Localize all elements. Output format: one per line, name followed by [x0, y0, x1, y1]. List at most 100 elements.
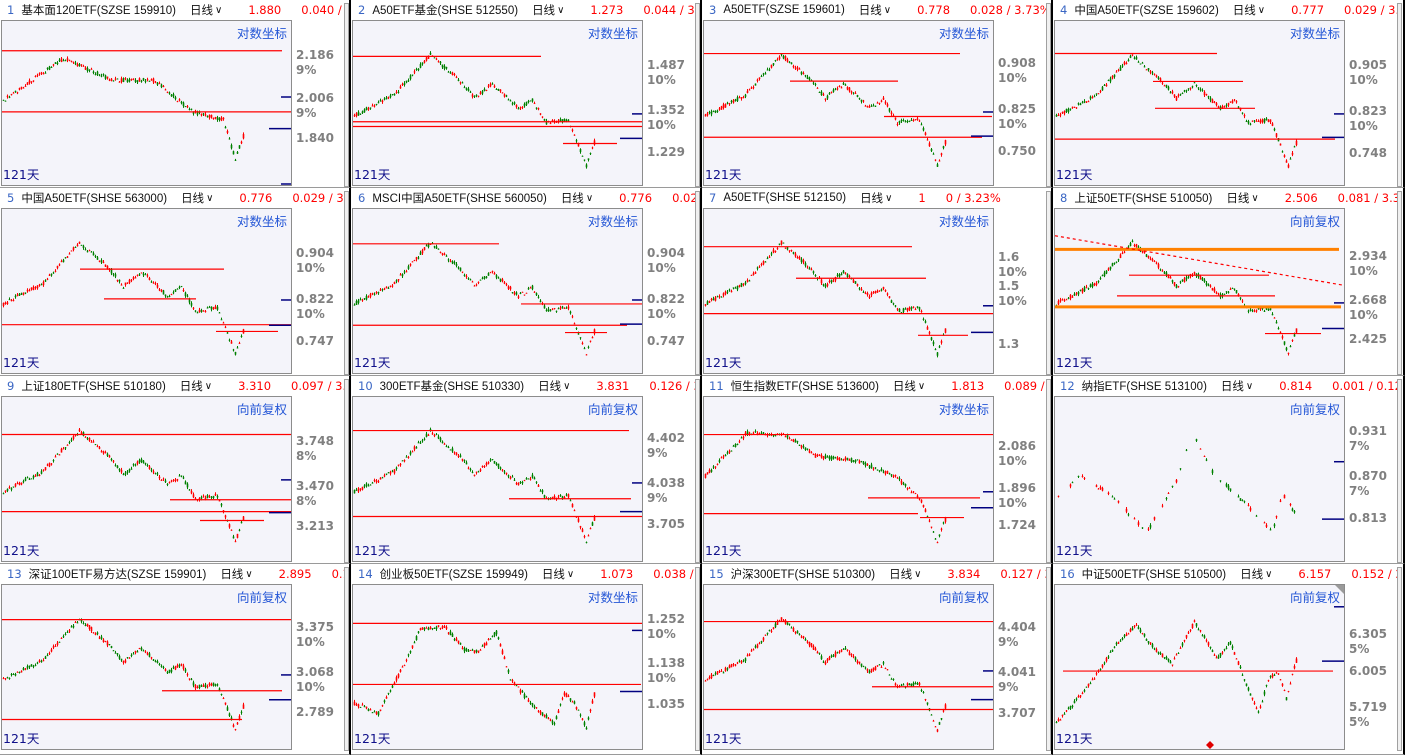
period-selector[interactable]: 日线 [538, 379, 562, 393]
candlestick-chart[interactable]: 对数坐标 121天 [352, 20, 643, 186]
security-name[interactable]: 创业板50ETF(SZSE 159949) [379, 569, 528, 581]
chart-canvas[interactable] [353, 397, 642, 561]
vertical-scrollbar[interactable] [344, 567, 349, 751]
vertical-scrollbar[interactable] [1397, 191, 1402, 375]
period-selector[interactable]: 日线 [858, 3, 882, 17]
security-name[interactable]: 中国A50ETF(SZSE 159602) [1074, 5, 1219, 17]
security-name[interactable]: A50ETF(SZSE 159601) [723, 4, 845, 16]
chevron-down-icon[interactable]: ∨ [883, 4, 892, 16]
chart-canvas[interactable] [704, 209, 993, 373]
price-mode-toggle[interactable]: 对数坐标 [236, 214, 287, 229]
chevron-down-icon[interactable]: ∨ [1257, 4, 1266, 16]
price-mode-toggle[interactable]: 向前复权 [236, 402, 287, 417]
security-name[interactable]: 深证100ETF易方达(SZSE 159901) [28, 569, 207, 581]
price-mode-toggle[interactable]: 对数坐标 [938, 402, 989, 417]
period-selector[interactable]: 日线 [1232, 3, 1256, 17]
chevron-down-icon[interactable]: ∨ [206, 192, 214, 204]
vertical-scrollbar[interactable] [695, 379, 700, 563]
chart-canvas[interactable] [2, 585, 291, 749]
security-name[interactable]: 上证50ETF(SHSE 510050) [1074, 193, 1213, 205]
price-mode-toggle[interactable]: 对数坐标 [938, 26, 989, 41]
candlestick-chart[interactable]: 向前复权 121天 [1, 396, 292, 562]
candlestick-chart[interactable]: 对数坐标 121天 [352, 584, 643, 750]
candlestick-chart[interactable]: 向前复权 121天 [352, 396, 643, 562]
price-mode-toggle[interactable]: 对数坐标 [587, 26, 638, 41]
period-selector[interactable]: 日线 [541, 567, 565, 581]
period-selector[interactable]: 日线 [179, 379, 203, 393]
vertical-scrollbar[interactable] [1046, 379, 1051, 563]
chart-canvas[interactable] [704, 21, 993, 185]
chevron-down-icon[interactable]: ∨ [1251, 192, 1259, 204]
security-name[interactable]: 纳指ETF(SHSE 513100) [1081, 381, 1207, 393]
period-selector[interactable]: 日线 [860, 191, 884, 205]
chevron-down-icon[interactable]: ∨ [885, 192, 893, 204]
vertical-scrollbar[interactable] [1046, 191, 1051, 375]
chevron-down-icon[interactable]: ∨ [917, 380, 926, 392]
period-selector[interactable]: 日线 [181, 191, 205, 205]
candlestick-chart[interactable]: 对数坐标 121天 [1, 208, 292, 374]
vertical-scrollbar[interactable] [695, 3, 700, 187]
period-selector[interactable]: 日线 [1226, 191, 1250, 205]
security-name[interactable]: A50ETF基金(SHSE 512550) [372, 5, 519, 17]
candlestick-chart[interactable]: 对数坐标 121天 [703, 396, 994, 562]
chevron-down-icon[interactable]: ∨ [563, 380, 571, 392]
chevron-down-icon[interactable]: ∨ [585, 192, 594, 204]
vertical-scrollbar[interactable] [1046, 3, 1051, 187]
chart-canvas[interactable] [1055, 397, 1344, 561]
chart-canvas[interactable] [2, 209, 291, 373]
period-selector[interactable]: 日线 [190, 3, 213, 17]
chart-panel[interactable]: 4 中国A50ETF(SZSE 159602) 日线 ∨ 0.777 0.029 / 3.… [1053, 0, 1405, 188]
chart-canvas[interactable] [2, 397, 291, 561]
security-name[interactable]: 上证180ETF(SHSE 510180) [21, 381, 166, 393]
vertical-scrollbar[interactable] [695, 191, 700, 375]
candlestick-chart[interactable]: 对数坐标 121天 [703, 208, 994, 374]
security-name[interactable]: A50ETF(SHSE 512150) [723, 192, 847, 204]
candlestick-chart[interactable]: 对数坐标 121天 [1, 20, 292, 186]
security-name[interactable]: 中国A50ETF(SHSE 563000) [21, 193, 168, 205]
chart-canvas[interactable] [1055, 209, 1344, 373]
chevron-down-icon[interactable]: ∨ [566, 568, 575, 580]
chart-canvas[interactable] [353, 209, 642, 373]
chart-canvas[interactable] [1055, 21, 1344, 185]
candlestick-chart[interactable]: 对数坐标 121天 [352, 208, 643, 374]
period-selector[interactable]: 日线 [532, 3, 556, 17]
security-name[interactable]: 恒生指数ETF(SHSE 513600) [730, 381, 879, 393]
price-mode-toggle[interactable]: 向前复权 [1289, 402, 1340, 417]
chevron-down-icon[interactable]: ∨ [245, 568, 253, 580]
security-name[interactable]: MSCI中国A50ETF(SHSE 560050) [372, 193, 547, 205]
chart-panel[interactable]: 7 A50ETF(SHSE 512150) 日线 ∨ 1 0 / 3.23% 对数坐标 121… [702, 188, 1053, 376]
chart-canvas[interactable] [353, 21, 642, 185]
period-selector[interactable]: 日线 [1220, 379, 1244, 393]
chart-canvas[interactable] [2, 21, 291, 185]
security-name[interactable]: 300ETF基金(SHSE 510330) [379, 381, 525, 393]
price-mode-toggle[interactable]: 对数坐标 [236, 26, 287, 41]
price-mode-toggle[interactable]: 向前复权 [587, 402, 638, 417]
period-selector[interactable]: 日线 [892, 379, 916, 393]
price-mode-toggle[interactable]: 向前复权 [236, 590, 287, 605]
candlestick-chart[interactable]: 向前复权 121天 [1054, 208, 1345, 374]
chart-canvas[interactable] [704, 397, 993, 561]
vertical-scrollbar[interactable] [1397, 379, 1402, 563]
vertical-scrollbar[interactable] [344, 379, 349, 563]
chart-panel[interactable]: 3 A50ETF(SZSE 159601) 日线 ∨ 0.778 0.028 / 3.73… [702, 0, 1053, 188]
vertical-scrollbar[interactable] [1397, 3, 1402, 187]
security-name[interactable]: 基本面120ETF(SZSE 159910) [21, 5, 176, 17]
vertical-scrollbar[interactable] [344, 3, 349, 187]
price-mode-toggle[interactable]: 对数坐标 [1289, 26, 1340, 41]
chevron-down-icon[interactable]: ∨ [204, 380, 213, 392]
period-selector[interactable]: 日线 [560, 191, 584, 205]
chevron-down-icon[interactable]: ∨ [557, 4, 565, 16]
candlestick-chart[interactable]: 对数坐标 121天 [703, 20, 994, 186]
chevron-down-icon[interactable]: ∨ [215, 4, 223, 16]
chevron-down-icon[interactable]: ∨ [1245, 380, 1254, 392]
